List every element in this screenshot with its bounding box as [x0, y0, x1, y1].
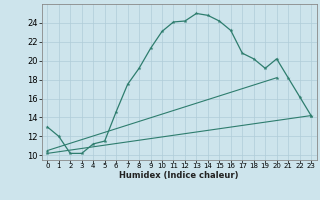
- X-axis label: Humidex (Indice chaleur): Humidex (Indice chaleur): [119, 171, 239, 180]
